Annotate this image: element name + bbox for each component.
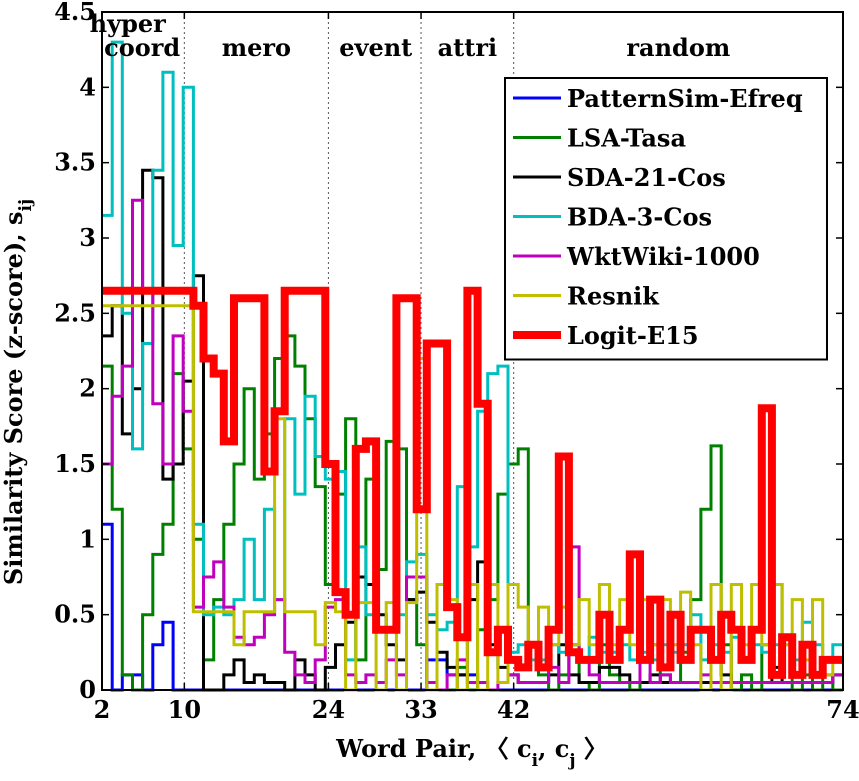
legend-box: [504, 77, 828, 361]
series-line-6: [102, 286, 843, 679]
legend-label-0: PatternSim-Efreq: [567, 84, 803, 113]
axis-ticks: 0 0.5 1 1.5 2 2.5 3 3.5 4 4.5 2 10 24 33 42 74: [54, 0, 859, 724]
legend: PatternSim-Efreq LSA-Tasa SDA-21-Cos BDA-3-…: [504, 77, 828, 361]
legend-label-2: SDA-21-Cos: [567, 163, 726, 192]
y-tick-label: 4.5: [54, 0, 96, 26]
y-axis-label: Similarity Score (z-score), sij: [0, 199, 36, 585]
legend-label-5: Resnik: [567, 282, 660, 311]
y-tick-label: 4: [79, 72, 96, 101]
series-line-5: [102, 304, 843, 692]
region-label-attri: attri: [438, 33, 497, 62]
region-label-event: event: [339, 33, 412, 62]
region-label-random: random: [626, 33, 730, 62]
x-tick-label: 24: [312, 695, 345, 724]
legend-label-4: WktWiki-1000: [566, 242, 760, 271]
legend-label-6: Logit-E15: [567, 321, 699, 350]
y-tick-label: 0.5: [54, 600, 96, 629]
y-tick-label: 2: [79, 374, 96, 403]
legend-label-1: LSA-Tasa: [567, 124, 686, 153]
region-label-hyper: hyper: [90, 9, 166, 38]
y-tick-label: 3.5: [54, 148, 96, 177]
y-tick-label: 1: [79, 524, 96, 553]
x-axis-label: Word Pair, 〈 ci, cj 〉: [335, 734, 608, 771]
x-tick-label: 10: [168, 695, 201, 724]
x-tick-label: 2: [94, 695, 111, 724]
region-label-mero: mero: [222, 33, 291, 62]
y-tick-label: 1.5: [54, 449, 96, 478]
y-tick-label: 3: [79, 223, 96, 252]
legend-label-3: BDA-3-Cos: [567, 203, 712, 232]
plot-frame: [101, 11, 844, 691]
y-tick-label: 2.5: [54, 298, 96, 327]
x-tick-label: 33: [404, 695, 437, 724]
x-tick-label: 42: [497, 695, 530, 724]
region-label-coord: coord: [104, 33, 180, 62]
x-tick-label: 74: [826, 695, 859, 724]
y-tick-label: 0: [79, 675, 96, 704]
